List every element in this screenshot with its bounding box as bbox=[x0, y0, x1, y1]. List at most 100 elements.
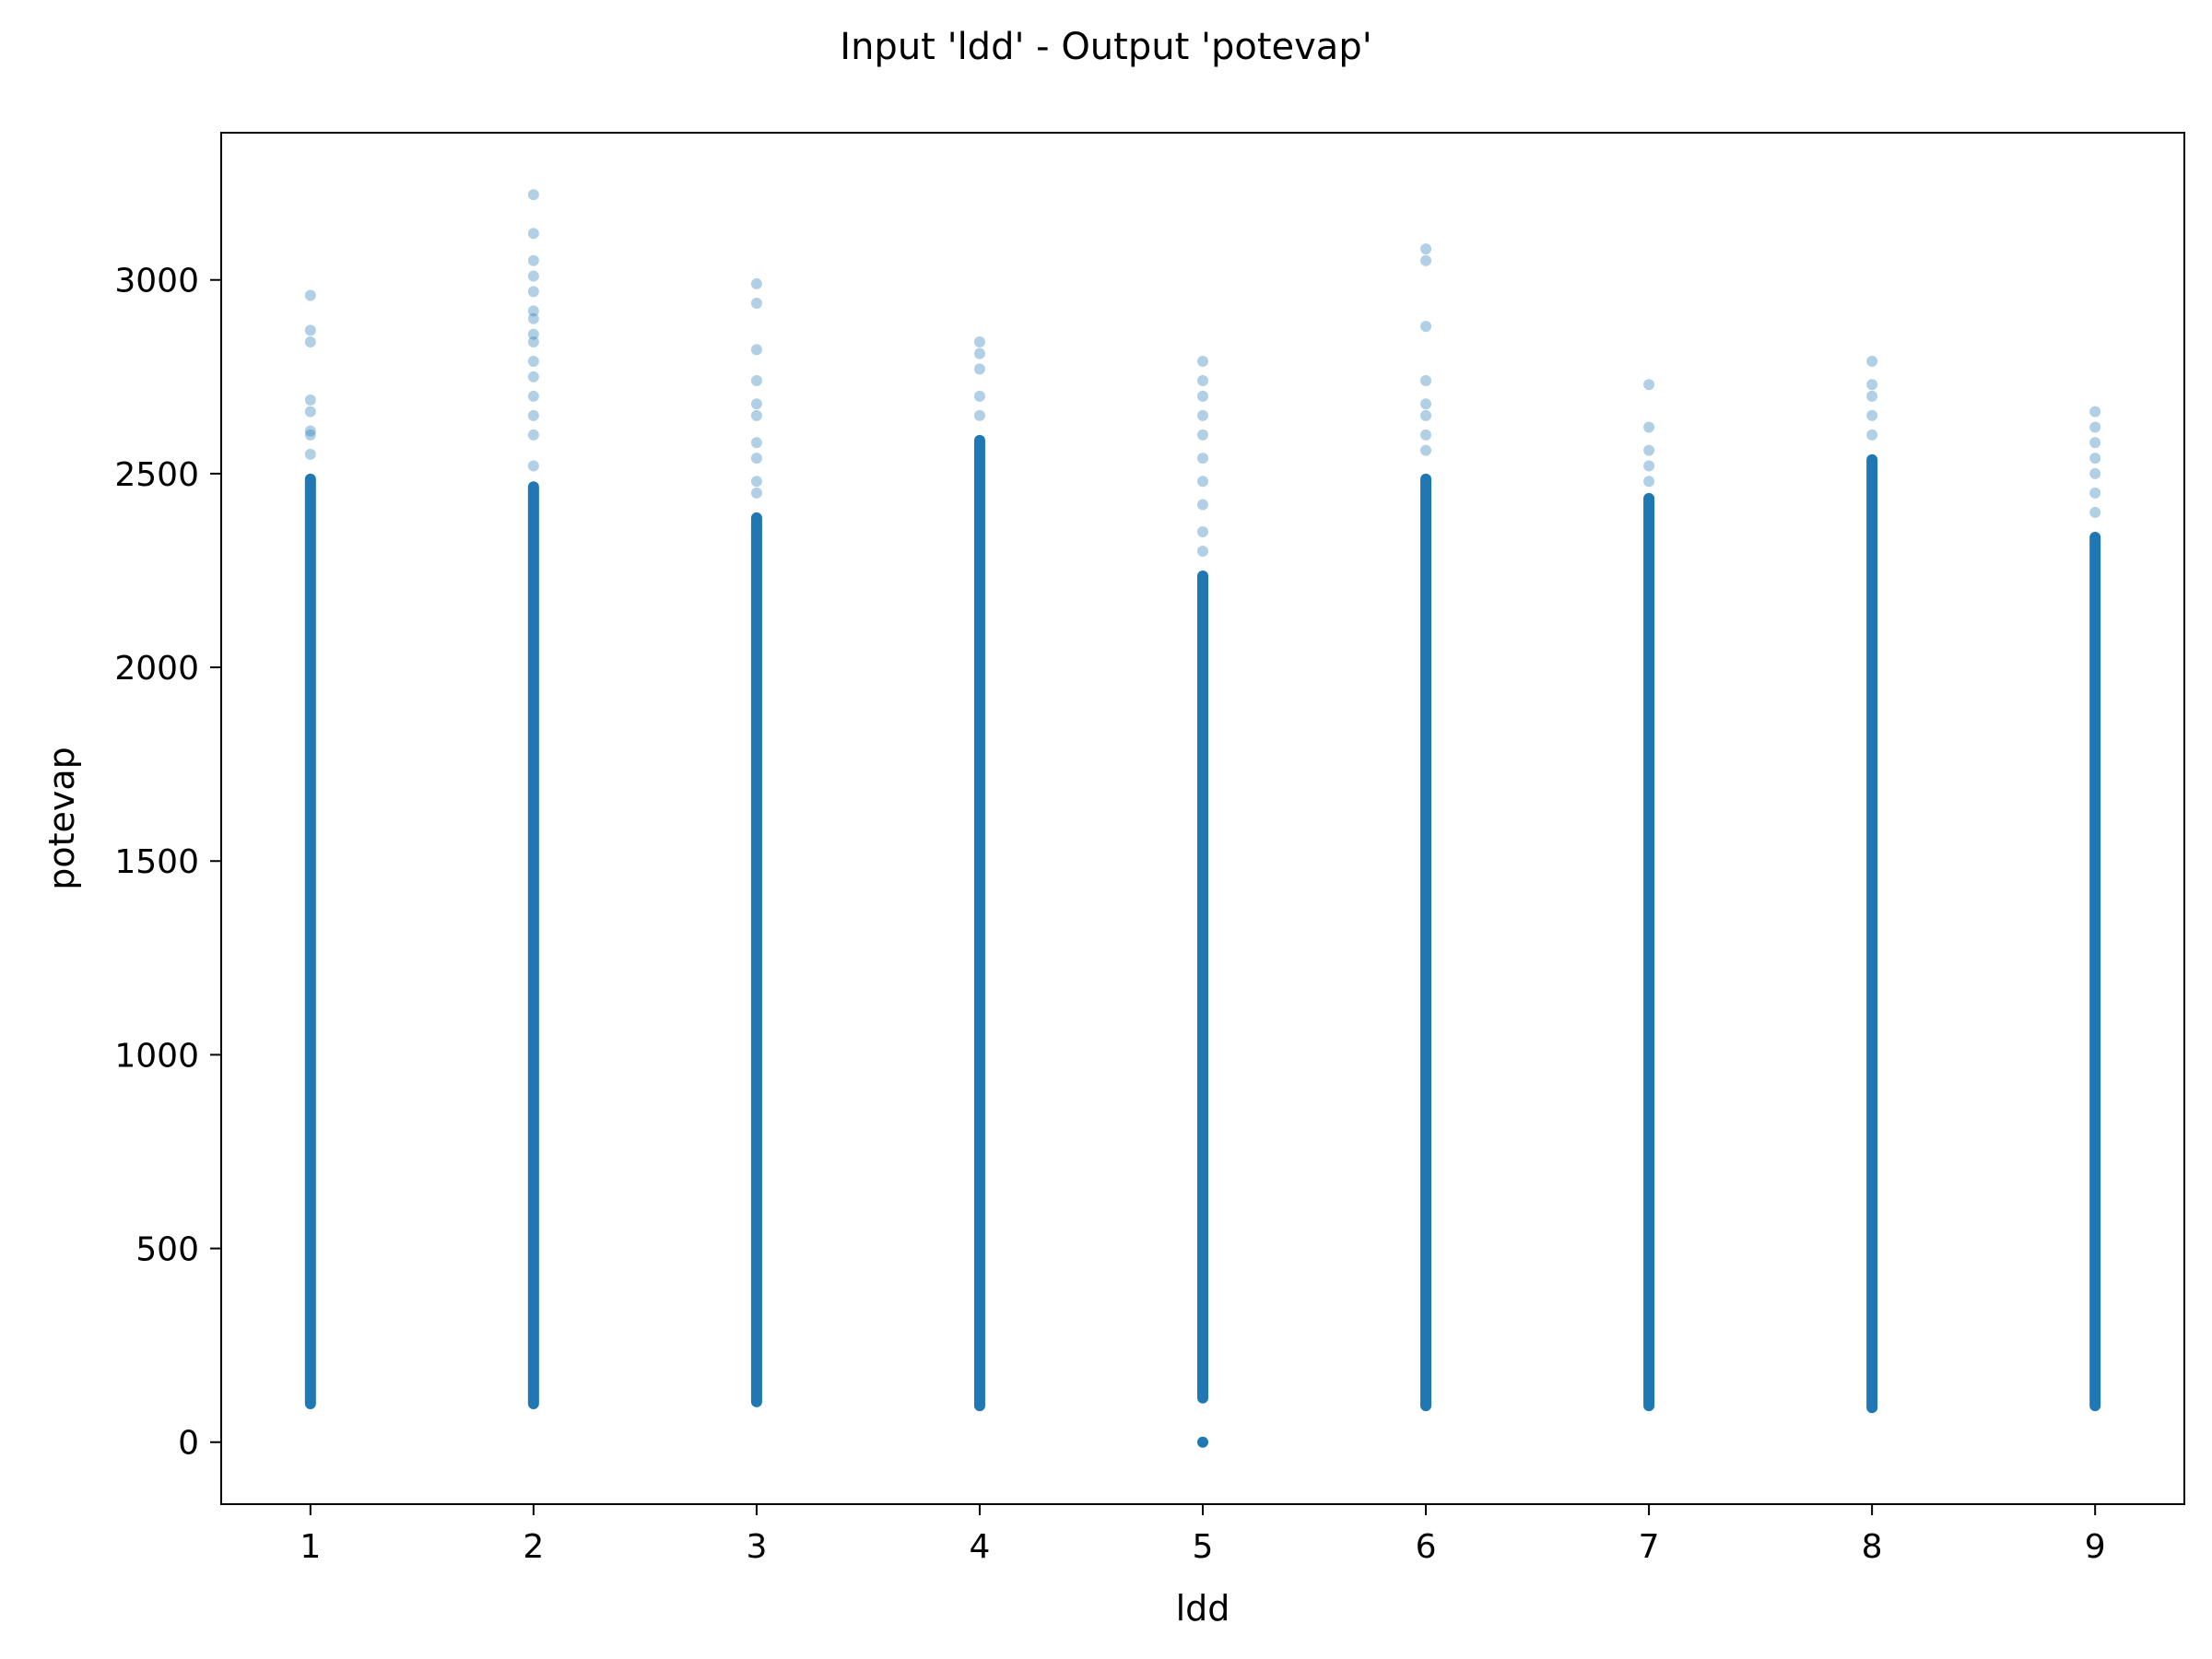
point-column-4 bbox=[973, 434, 985, 1412]
data-point bbox=[973, 347, 985, 359]
point-column-9 bbox=[2089, 531, 2101, 1412]
y-tick-label: 3000 bbox=[114, 263, 199, 300]
data-point bbox=[1197, 1436, 1208, 1448]
y-tick-label: 2000 bbox=[114, 650, 199, 688]
point-column-7 bbox=[1643, 492, 1655, 1412]
chart-title: Input 'ldd' - Output 'potevap' bbox=[840, 26, 1372, 68]
data-point bbox=[2089, 506, 2101, 518]
x-tick-label: 9 bbox=[2085, 1528, 2106, 1566]
x-tick-label: 4 bbox=[970, 1528, 991, 1566]
y-tick-label: 2500 bbox=[114, 456, 199, 494]
data-point bbox=[527, 254, 539, 266]
data-point bbox=[527, 286, 539, 298]
data-point bbox=[304, 394, 316, 406]
x-tick-label: 7 bbox=[1639, 1528, 1660, 1566]
data-point bbox=[1420, 375, 1432, 387]
x-axis-label: ldd bbox=[1176, 1588, 1230, 1629]
data-point bbox=[750, 476, 762, 488]
data-point bbox=[750, 297, 762, 309]
data-point bbox=[2089, 453, 2101, 465]
data-point bbox=[304, 429, 316, 441]
x-tick-label: 1 bbox=[300, 1528, 321, 1566]
point-column-5 bbox=[1197, 570, 1208, 1404]
x-tick-label: 5 bbox=[1193, 1528, 1214, 1566]
data-point bbox=[1197, 409, 1208, 421]
data-point bbox=[2089, 467, 2101, 479]
data-point bbox=[1420, 409, 1432, 421]
data-point bbox=[1420, 398, 1432, 410]
data-point bbox=[1420, 444, 1432, 456]
data-point bbox=[1420, 254, 1432, 266]
data-point bbox=[527, 460, 539, 472]
data-point bbox=[1197, 476, 1208, 488]
x-tick-label: 3 bbox=[746, 1528, 767, 1566]
data-point bbox=[1197, 375, 1208, 387]
data-point bbox=[1643, 444, 1655, 456]
data-point bbox=[304, 335, 316, 347]
point-column-3 bbox=[750, 512, 762, 1407]
point-column-1 bbox=[304, 473, 316, 1410]
y-tick-label: 500 bbox=[135, 1231, 199, 1269]
data-point bbox=[1866, 390, 1878, 402]
data-point bbox=[2089, 437, 2101, 449]
data-point bbox=[750, 409, 762, 421]
point-column-6 bbox=[1420, 473, 1432, 1412]
data-point bbox=[1643, 421, 1655, 433]
data-point bbox=[1866, 379, 1878, 391]
points-layer bbox=[304, 189, 2101, 1448]
x-tick-label: 6 bbox=[1416, 1528, 1437, 1566]
data-point bbox=[1197, 545, 1208, 557]
data-point bbox=[527, 356, 539, 367]
data-point bbox=[304, 289, 316, 301]
data-point bbox=[304, 448, 316, 460]
data-point bbox=[2089, 421, 2101, 433]
data-point bbox=[1866, 409, 1878, 421]
data-point bbox=[527, 328, 539, 340]
data-point bbox=[2089, 406, 2101, 418]
data-point bbox=[527, 371, 539, 382]
data-point bbox=[1643, 460, 1655, 472]
data-point bbox=[1866, 429, 1878, 441]
data-point bbox=[750, 277, 762, 289]
data-point bbox=[304, 425, 316, 437]
data-point bbox=[1197, 429, 1208, 441]
x-tick-label: 2 bbox=[523, 1528, 544, 1566]
data-point bbox=[1197, 390, 1208, 402]
data-point bbox=[973, 363, 985, 375]
point-column-2 bbox=[527, 481, 539, 1410]
data-point bbox=[527, 228, 539, 240]
data-point bbox=[1197, 525, 1208, 537]
data-point bbox=[1420, 429, 1432, 441]
data-point bbox=[750, 375, 762, 387]
point-column-8 bbox=[1866, 453, 1878, 1414]
y-tick-label: 1000 bbox=[114, 1037, 199, 1075]
data-point bbox=[1866, 356, 1878, 367]
data-point bbox=[750, 453, 762, 465]
data-point bbox=[750, 487, 762, 499]
y-axis: 0 500 1000 1500 2000 2500 3000 bbox=[114, 263, 221, 1463]
data-point bbox=[1420, 321, 1432, 333]
data-point bbox=[527, 189, 539, 201]
data-point bbox=[2089, 487, 2101, 499]
y-tick-label: 0 bbox=[178, 1425, 199, 1463]
data-point bbox=[1197, 453, 1208, 465]
data-point bbox=[750, 344, 762, 356]
data-point bbox=[750, 398, 762, 410]
x-tick-label: 8 bbox=[1862, 1528, 1883, 1566]
data-point bbox=[527, 429, 539, 441]
data-point bbox=[1197, 499, 1208, 511]
data-point bbox=[1420, 243, 1432, 255]
data-point bbox=[304, 406, 316, 418]
data-point bbox=[527, 409, 539, 421]
data-point bbox=[973, 409, 985, 421]
y-axis-label: potevap bbox=[41, 747, 82, 890]
data-point bbox=[304, 324, 316, 336]
x-axis: 1 2 3 4 5 6 7 8 9 bbox=[300, 1504, 2106, 1566]
data-point bbox=[527, 335, 539, 347]
data-point bbox=[1643, 476, 1655, 488]
data-point bbox=[973, 390, 985, 402]
y-tick-label: 1500 bbox=[114, 843, 199, 881]
data-point bbox=[750, 437, 762, 449]
data-point bbox=[973, 335, 985, 347]
